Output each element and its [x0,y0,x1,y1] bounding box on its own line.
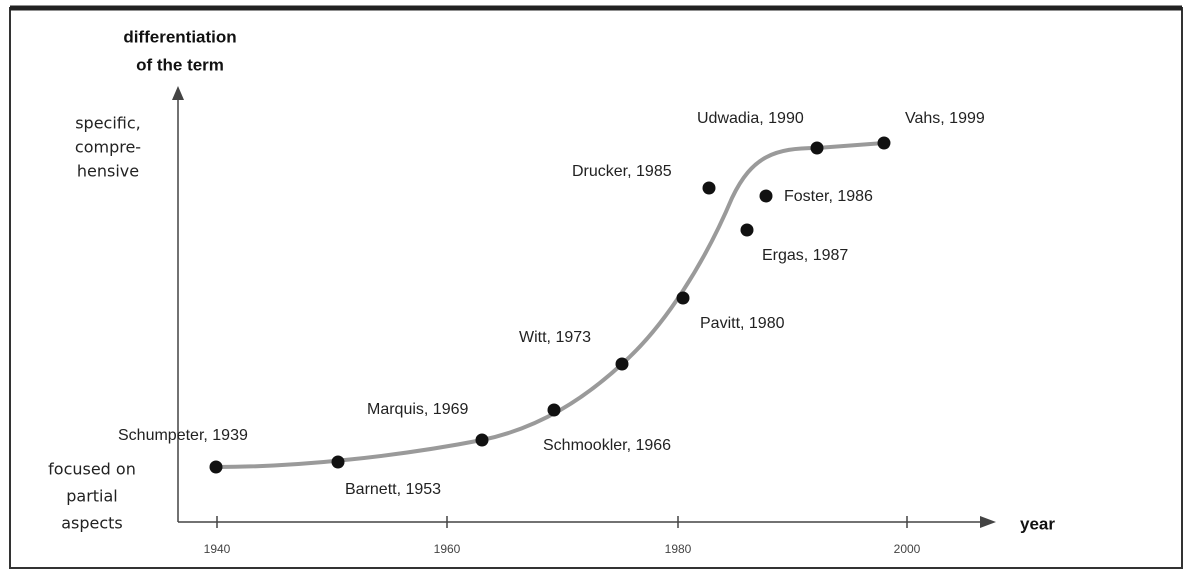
point-label: Ergas, 1987 [762,247,848,264]
point-label: Udwadia, 1990 [697,110,804,127]
y-arrow [172,86,184,100]
point [209,460,223,474]
y-bottom-label: partial [66,487,118,506]
y-top-label: hensive [77,162,139,181]
point-label: Drucker, 1985 [572,163,672,180]
point [759,189,773,203]
point [702,181,716,195]
point-label: Barnett, 1953 [345,481,441,498]
x-tick-label: 1980 [665,542,692,556]
point-label: Schumpeter, 1939 [118,427,248,444]
y-bottom-label: aspects [61,514,123,533]
point [475,433,489,447]
point-label: Marquis, 1969 [367,401,468,418]
y-top-label: compre- [75,138,141,157]
point-label: Vahs, 1999 [905,110,985,127]
point [615,357,629,371]
y-bottom-label: focused on [48,460,136,479]
x-tick-label: 2000 [894,542,921,556]
x-title: year [1020,514,1055,533]
point [547,403,561,417]
x-tick-label: 1940 [204,542,231,556]
y-title: of the term [136,55,224,74]
x-arrow [980,516,996,528]
point [877,136,891,150]
x-tick-label: 1960 [434,542,461,556]
y-top-label: specific, [75,114,141,133]
point [810,141,824,155]
point-label: Pavitt, 1980 [700,315,785,332]
y-title: differentiation [123,27,236,46]
point-label: Schmookler, 1966 [543,437,671,454]
point [331,455,345,469]
frame [9,7,1183,569]
point [676,291,690,305]
point [740,223,754,237]
point-label: Witt, 1973 [519,329,591,346]
point-label: Foster, 1986 [784,188,873,205]
